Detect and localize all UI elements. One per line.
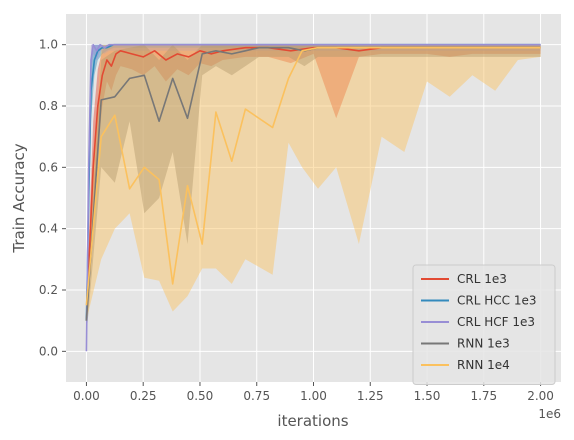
x-tick-label-3: 0.75 (243, 389, 270, 403)
y-axis-ticks: 0.0 0.2 0.4 0.6 0.8 1.0 (39, 38, 66, 358)
legend-label-rnn-1e3: RNN 1e3 (457, 337, 510, 351)
y-axis-label: Train Accuracy (10, 143, 28, 253)
series-lines (85, 43, 541, 352)
legend-label-crl-hcc-1e3: CRL HCC 1e3 (457, 294, 536, 308)
x-tick-label-5: 1.25 (357, 389, 384, 403)
legend-label-crl-1e3: CRL 1e3 (457, 272, 507, 286)
series-line-rnn-1e4 (85, 46, 541, 306)
legend-label-crl-hcf-1e3: CRL HCF 1e3 (457, 315, 535, 329)
x-tick-label-6: 1.50 (414, 389, 441, 403)
x-axis-ticks: 0.00 0.25 0.50 0.75 1.00 1.25 1.50 1.75 2.00 (73, 382, 554, 403)
confidence-bands (86, 44, 541, 352)
x-tick-label-4: 1.00 (300, 389, 327, 403)
y-tick-label-5: 1.0 (39, 38, 58, 52)
x-tick-label-7: 1.75 (470, 389, 497, 403)
x-tick-label-1: 0.25 (130, 389, 157, 403)
band-rnn-1e3 (86, 44, 541, 336)
y-tick-label-2: 0.4 (39, 222, 58, 236)
x-tick-label-8: 2.00 (527, 389, 554, 403)
band-rnn-1e4 (86, 44, 541, 321)
legend-box (412, 264, 556, 385)
y-tick-label-3: 0.6 (39, 160, 58, 174)
y-tick-label-4: 0.8 (39, 99, 58, 113)
y-tick-label-1: 0.2 (39, 283, 58, 297)
x-axis-offset-label: 1e6 (538, 407, 561, 421)
legend: CRL 1e3 CRL HCC 1e3 CRL HCF 1e3 RNN 1e3 RNN … (412, 264, 556, 385)
y-tick-label-0: 0.0 (39, 344, 58, 358)
legend-label-rnn-1e4: RNN 1e4 (457, 358, 510, 372)
x-tick-label-0: 0.00 (73, 389, 100, 403)
x-tick-label-2: 0.50 (187, 389, 214, 403)
x-axis-label: iterations (277, 412, 348, 430)
series-line-crl-hcf-1e3 (85, 43, 541, 352)
